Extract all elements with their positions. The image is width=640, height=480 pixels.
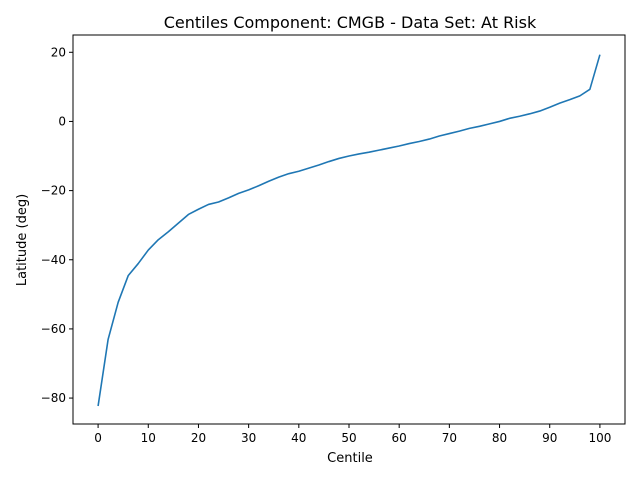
x-tick-label: 70 bbox=[442, 431, 457, 445]
x-tick-label: 100 bbox=[588, 431, 611, 445]
x-tick-label: 90 bbox=[542, 431, 557, 445]
y-tick-label: −40 bbox=[41, 253, 66, 267]
x-tick-label: 0 bbox=[94, 431, 102, 445]
series-line bbox=[97, 54, 601, 407]
x-tick-label: 60 bbox=[392, 431, 407, 445]
x-axis-label: Centile bbox=[327, 451, 373, 466]
y-tick-label: −20 bbox=[41, 184, 66, 198]
x-tick-label: 30 bbox=[241, 431, 256, 445]
y-axis-label: Latitude (deg) bbox=[15, 194, 30, 286]
x-tick-label: 40 bbox=[291, 431, 306, 445]
y-tick-label: 20 bbox=[51, 45, 66, 59]
ticks: 0 10 20 30 40 50 60 70 80 90 100 −80 −60 −40 −20 0 20 bbox=[41, 45, 612, 445]
x-tick-label: 10 bbox=[141, 431, 156, 445]
y-tick-label: −80 bbox=[41, 391, 66, 405]
x-tick-label: 50 bbox=[341, 431, 356, 445]
chart-title: Centiles Component: CMGB - Data Set: At … bbox=[164, 13, 537, 32]
x-tick-label: 80 bbox=[492, 431, 507, 445]
y-tick-label: 0 bbox=[58, 114, 66, 128]
y-tick-label: −60 bbox=[41, 322, 66, 336]
series-lines bbox=[97, 54, 601, 407]
plot-frame bbox=[72, 34, 626, 425]
x-tick-label: 20 bbox=[191, 431, 206, 445]
